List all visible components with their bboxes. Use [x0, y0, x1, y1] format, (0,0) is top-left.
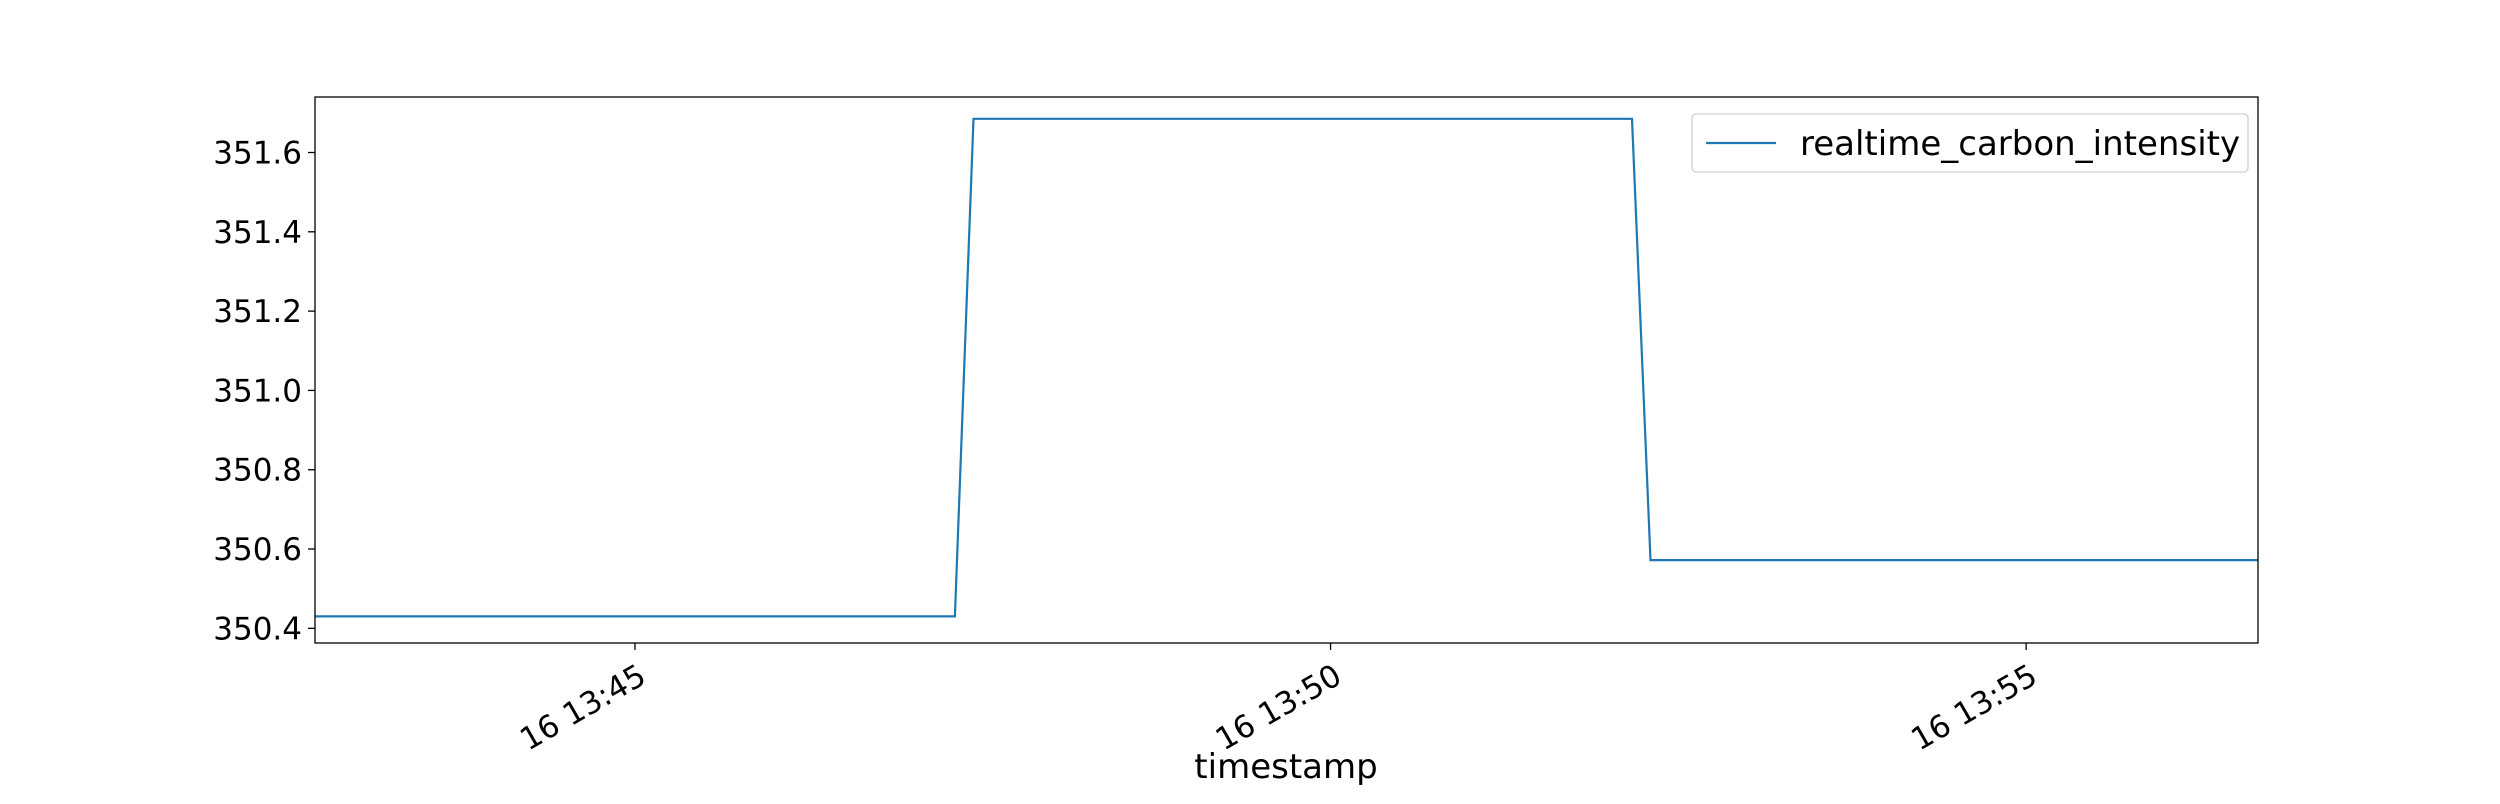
y-tick-label: 350.6	[213, 532, 302, 568]
series-line-0	[315, 117, 2258, 618]
legend-box	[1691, 113, 2249, 173]
y-tick-label: 350.4	[213, 611, 302, 647]
y-tick-label: 351.6	[213, 136, 302, 172]
plot-area	[314, 96, 2259, 644]
y-tick-label: 351.2	[213, 294, 302, 330]
y-tick-label: 351.0	[213, 373, 302, 409]
y-axis-ticks: 350.4 350.6 350.8 351.0 351.2 351.4 351.6	[213, 136, 315, 647]
legend: realtime_carbon_intensity	[1691, 113, 2249, 173]
legend-label: realtime_carbon_intensity	[1800, 124, 2240, 164]
x-axis-label: timestamp	[1194, 747, 1377, 787]
y-tick-label: 351.4	[213, 215, 302, 251]
plot-frame	[314, 96, 2259, 644]
y-tick-label: 350.8	[213, 453, 302, 489]
